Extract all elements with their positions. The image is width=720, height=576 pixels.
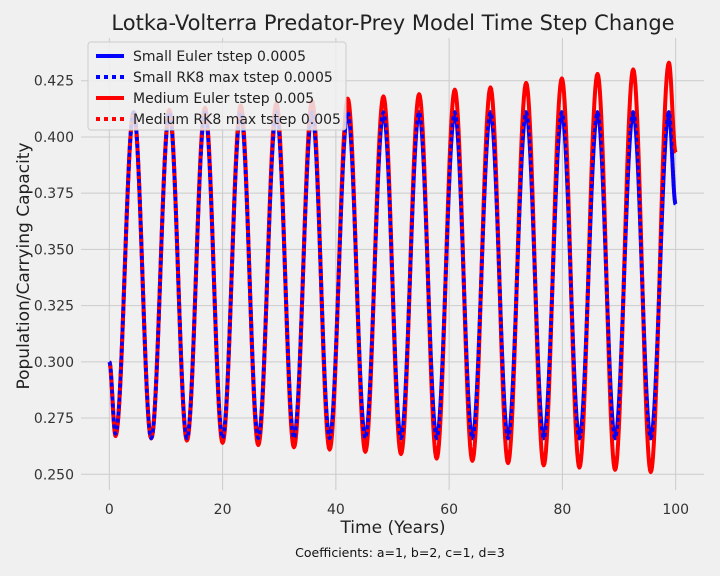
series-line-2 (107, 110, 678, 441)
x-tick-label: 60 (440, 502, 458, 518)
legend-label: Small Euler tstep 0.0005 (133, 49, 306, 65)
legend: Small Euler tstep 0.0005 Small RK8 max ts… (87, 41, 347, 131)
x-tick-labels: 0 20 40 60 80 100 (105, 502, 689, 518)
y-tick-label: 0.425 (34, 74, 74, 90)
legend-label: Medium Euler tstep 0.005 (133, 91, 314, 107)
y-tick-labels: 0.250 0.275 0.300 0.325 0.350 0.375 0.400 0.425 (34, 74, 74, 484)
x-axis-label: Time (Years) (339, 518, 445, 538)
y-tick-label: 0.375 (34, 186, 74, 202)
y-tick-label: 0.300 (34, 355, 74, 371)
caption: Coefficients: a=1, b=2, c=1, d=3 (295, 545, 505, 560)
legend-label: Medium RK8 max tstep 0.005 (133, 112, 341, 128)
x-tick-label: 80 (553, 502, 571, 518)
y-tick-label: 0.325 (34, 299, 74, 315)
y-tick-label: 0.350 (34, 242, 74, 258)
chart-title: Lotka-Volterra Predator-Prey Model Time … (111, 11, 674, 35)
x-tick-label: 20 (214, 502, 232, 518)
legend-box (87, 41, 347, 131)
x-tick-label: 100 (662, 502, 689, 518)
x-tick-label: 40 (327, 502, 345, 518)
legend-label: Small RK8 max tstep 0.0005 (133, 70, 333, 86)
y-axis-label: Population/Carrying Capacity (14, 142, 34, 389)
y-tick-label: 0.400 (34, 130, 74, 146)
series-layer (107, 60, 678, 475)
x-tick-label: 0 (105, 502, 114, 518)
y-tick-label: 0.275 (34, 411, 74, 427)
y-tick-label: 0.250 (34, 467, 74, 483)
